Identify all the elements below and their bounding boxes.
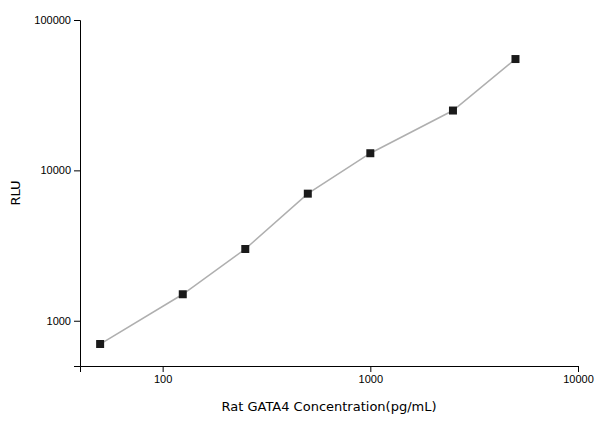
- x-axis: 100 1000 10000: [81, 366, 594, 385]
- marker: [304, 190, 312, 198]
- y-tick-mark: [74, 321, 80, 322]
- marker: [511, 55, 519, 63]
- x-tick-label: 100: [154, 373, 172, 385]
- y-axis-title: RLU: [8, 180, 23, 205]
- x-tick-label: 10000: [563, 373, 594, 385]
- x-tick-mark: [370, 366, 371, 372]
- x-tick: 10000: [563, 366, 594, 385]
- y-tick-mark: [74, 170, 80, 171]
- y-tick-mark: [74, 20, 80, 21]
- marker: [449, 107, 457, 115]
- x-tick-label: 1000: [359, 373, 383, 385]
- marker: [179, 290, 187, 298]
- chart: 100 1000 10000 1000 10000 100000 Rat GATA4 Con…: [0, 0, 608, 426]
- y-tick-label: 100000: [34, 14, 71, 26]
- line: [100, 59, 515, 344]
- marker: [366, 149, 374, 157]
- y-tick-label: 10000: [40, 164, 71, 176]
- y-tick: 10000: [40, 164, 80, 176]
- y-tick: 1000: [47, 315, 80, 327]
- x-tick: 1000: [359, 366, 383, 385]
- x-tick: 100: [154, 366, 172, 385]
- x-tick-mark: [578, 366, 579, 372]
- marker: [96, 340, 104, 348]
- y-tick-label: 1000: [47, 315, 71, 327]
- x-tick-mark: [163, 366, 164, 372]
- y-axis-line: [74, 21, 81, 367]
- y-tick: 100000: [34, 14, 80, 26]
- marks: [96, 55, 519, 348]
- x-axis-line: [81, 367, 579, 373]
- y-axis: 1000 10000 100000: [34, 14, 80, 366]
- marker: [241, 245, 249, 253]
- plot: 100 1000 10000 1000 10000 100000: [34, 14, 594, 385]
- x-axis-title: Rat GATA4 Concentration(pg/mL): [221, 399, 436, 414]
